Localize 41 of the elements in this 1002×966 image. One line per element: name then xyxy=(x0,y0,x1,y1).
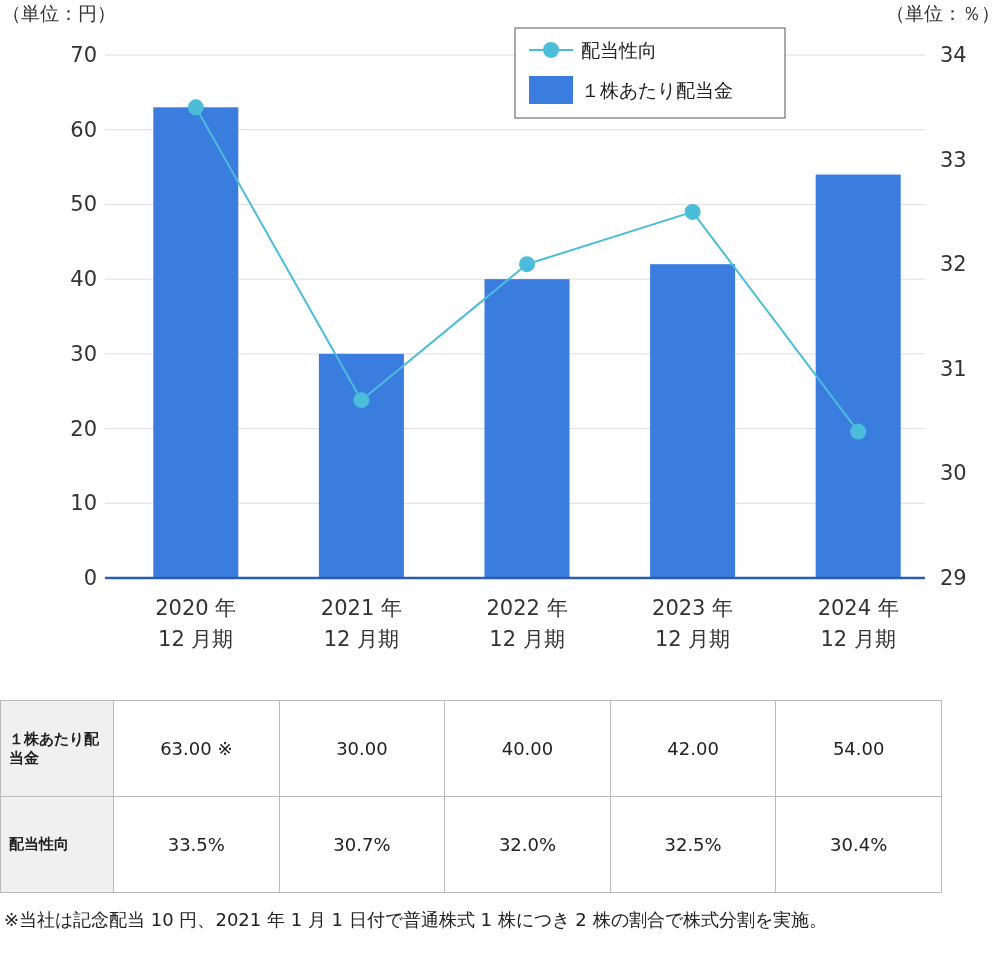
x-tick-label: 2023 年 12 月期 xyxy=(652,596,734,651)
y2-tick-label: 29 xyxy=(940,566,967,590)
y-tick-label: 20 xyxy=(70,416,97,441)
data-label: 30.00 xyxy=(279,700,445,797)
y2-tick-label: 34 xyxy=(940,43,967,67)
data-label: 54.00 xyxy=(775,700,942,797)
text: 配当性向 xyxy=(9,835,69,853)
y2-tick-label: 31 xyxy=(940,356,967,381)
data-label: 32.0% xyxy=(444,796,611,893)
point xyxy=(187,99,204,116)
x-tick-label: 2020 年 12 月期 xyxy=(155,596,237,651)
y-tick-label: 0 xyxy=(83,566,97,590)
data-label: 32.5% xyxy=(610,796,776,893)
data-label: 30.7% xyxy=(279,796,445,893)
data-label: 33.5% xyxy=(113,796,280,893)
y2-axis-title: （単位：％） xyxy=(886,2,1000,24)
legend-label: 配当性向 xyxy=(581,39,657,61)
legend-label: １株あたり配当金 xyxy=(581,79,733,101)
point xyxy=(684,203,701,220)
point xyxy=(850,423,867,440)
data-label: 40.00 xyxy=(444,700,611,797)
data-label: 63.00 ※ xyxy=(113,700,280,797)
data-label: 30.4% xyxy=(775,796,942,893)
point xyxy=(353,392,370,409)
text: ※当社は記念配当 10 円、2021 年 1 月 1 日付で普通株式 1 株につき 2 株の割合で株式分割を実施。 xyxy=(4,908,828,932)
y-tick-label: 30 xyxy=(70,341,97,366)
y-tick-label: 40 xyxy=(70,267,97,292)
x-tick-label: 2022 年 12 月期 xyxy=(486,596,568,651)
y-tick-label: 70 xyxy=(70,43,97,67)
y-axis-title: （単位：円） xyxy=(2,2,116,24)
y2-tick-label: 32 xyxy=(940,252,967,277)
y2-tick-label: 33 xyxy=(940,147,967,172)
y-tick-label: 50 xyxy=(70,192,97,217)
x-tick-label: 2024 年 12 月期 xyxy=(817,596,899,651)
x-tick-label: 2021 年 12 月期 xyxy=(320,596,402,651)
point xyxy=(519,256,535,273)
y2-tick-label: 30 xyxy=(940,461,967,486)
y-tick-label: 10 xyxy=(70,491,97,516)
y-tick-label: 60 xyxy=(70,117,97,142)
text: １株あたり配当金 xyxy=(9,729,99,767)
data-label: 42.00 xyxy=(610,700,776,797)
